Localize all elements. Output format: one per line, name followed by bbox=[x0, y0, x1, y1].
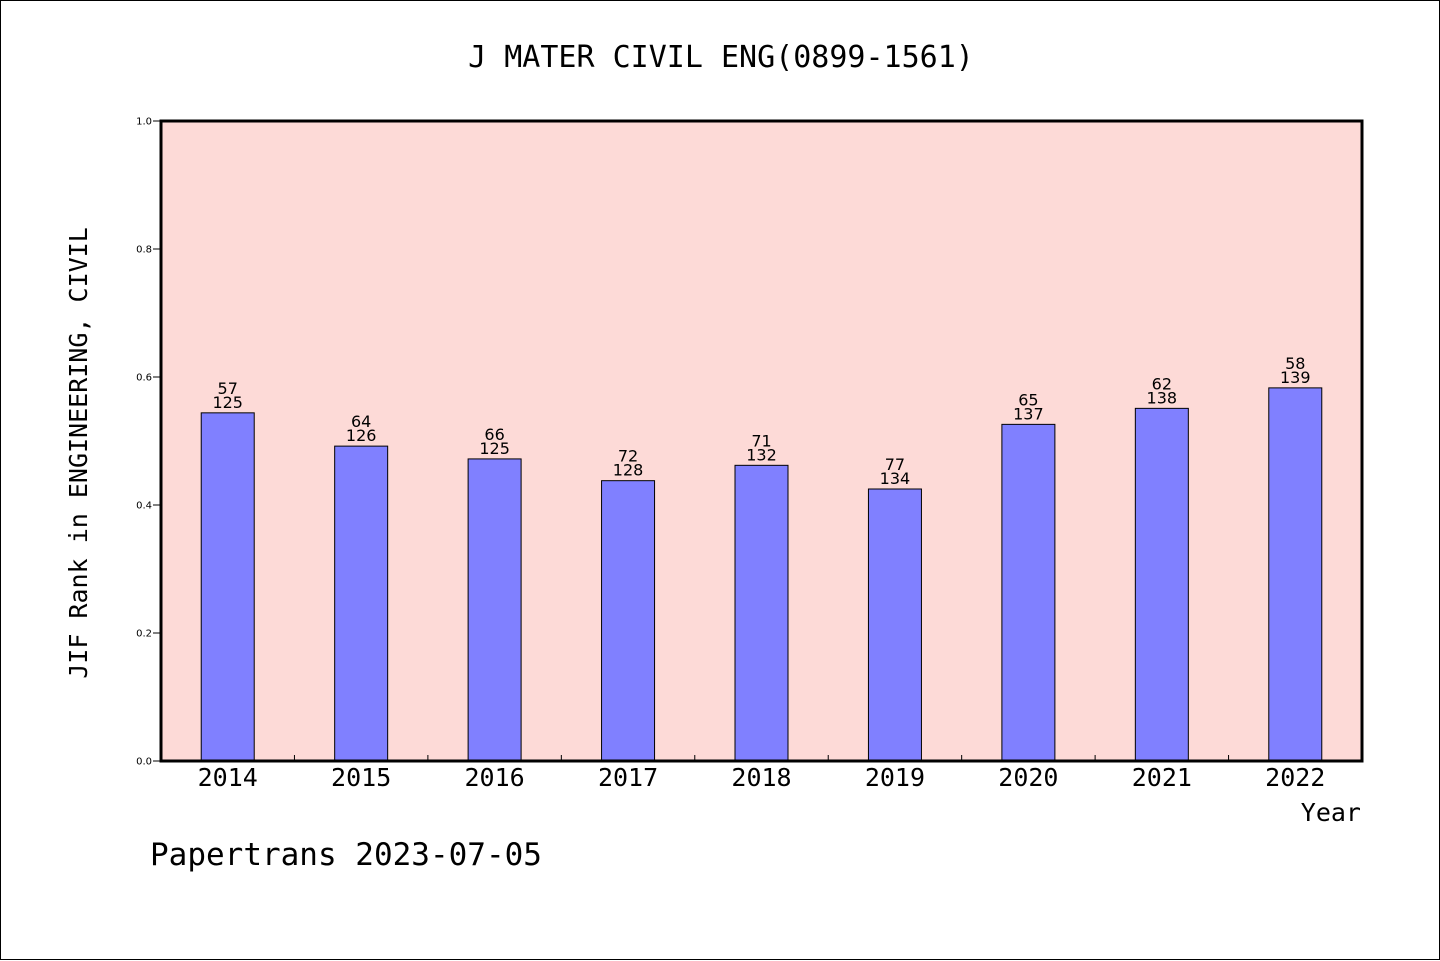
bar bbox=[200, 412, 255, 762]
data-label-total: 125 bbox=[212, 393, 243, 412]
data-label-rank: 64 bbox=[351, 412, 371, 431]
x-axis-ticks: 2014 2015 2016 2017 2018 2019 2020 2021 2022 bbox=[198, 755, 1325, 792]
bar bbox=[601, 480, 656, 762]
plot-frame bbox=[159, 119, 1364, 763]
bar bbox=[334, 445, 389, 762]
x-tick-label: 2022 bbox=[1265, 763, 1325, 792]
x-tick-label: 2019 bbox=[865, 763, 925, 792]
data-label-rank: 62 bbox=[1152, 374, 1172, 393]
data-label-total: 125 bbox=[479, 439, 510, 458]
bar bbox=[867, 488, 922, 762]
y-tick-label: 1.0 bbox=[136, 117, 152, 128]
data-label-total: 137 bbox=[1013, 404, 1044, 423]
y-tick-label: 0.6 bbox=[136, 373, 152, 384]
y-tick-label: 0.8 bbox=[136, 245, 152, 256]
footer-credit: Papertrans 2023-07-05 bbox=[150, 837, 542, 873]
data-label-total: 138 bbox=[1147, 388, 1178, 407]
y-axis-label: JIF Rank in ENGINEERING, CIVIL bbox=[64, 227, 93, 679]
data-label-rank: 66 bbox=[484, 425, 504, 444]
x-tick-label: 2020 bbox=[998, 763, 1058, 792]
x-tick-label: 2018 bbox=[731, 763, 791, 792]
data-label-rank: 58 bbox=[1285, 354, 1305, 373]
x-tick-label: 2021 bbox=[1132, 763, 1192, 792]
data-label-rank: 65 bbox=[1018, 390, 1038, 409]
data-label-total: 132 bbox=[746, 445, 777, 464]
x-tick-label: 2014 bbox=[198, 763, 258, 792]
y-tick-label: 0.0 bbox=[136, 757, 152, 768]
x-axis-label: Year bbox=[1301, 798, 1361, 827]
y-axis-ticks: 0.0 0.2 0.4 0.6 0.8 1.0 bbox=[136, 117, 161, 768]
bar bbox=[1134, 407, 1189, 762]
data-label-rank: 57 bbox=[218, 379, 238, 398]
data-label-total: 134 bbox=[880, 469, 911, 488]
data-label-rank: 72 bbox=[618, 447, 638, 466]
x-tick-label: 2015 bbox=[331, 763, 391, 792]
data-label-rank: 71 bbox=[751, 431, 771, 450]
bar bbox=[1268, 387, 1323, 762]
data-label-total: 128 bbox=[613, 461, 644, 480]
bars-group bbox=[200, 387, 1323, 762]
data-label-rank: 77 bbox=[885, 455, 905, 474]
data-label-total: 126 bbox=[346, 426, 377, 445]
chart-title: J MATER CIVIL ENG(0899-1561) bbox=[468, 40, 974, 75]
bar bbox=[1001, 423, 1056, 762]
data-label-total: 139 bbox=[1280, 368, 1311, 387]
y-tick-label: 0.2 bbox=[136, 629, 152, 640]
bar bbox=[734, 464, 789, 762]
y-tick-label: 0.4 bbox=[136, 501, 152, 512]
x-tick-label: 2016 bbox=[465, 763, 525, 792]
bar bbox=[467, 458, 522, 762]
x-tick-label: 2017 bbox=[598, 763, 658, 792]
